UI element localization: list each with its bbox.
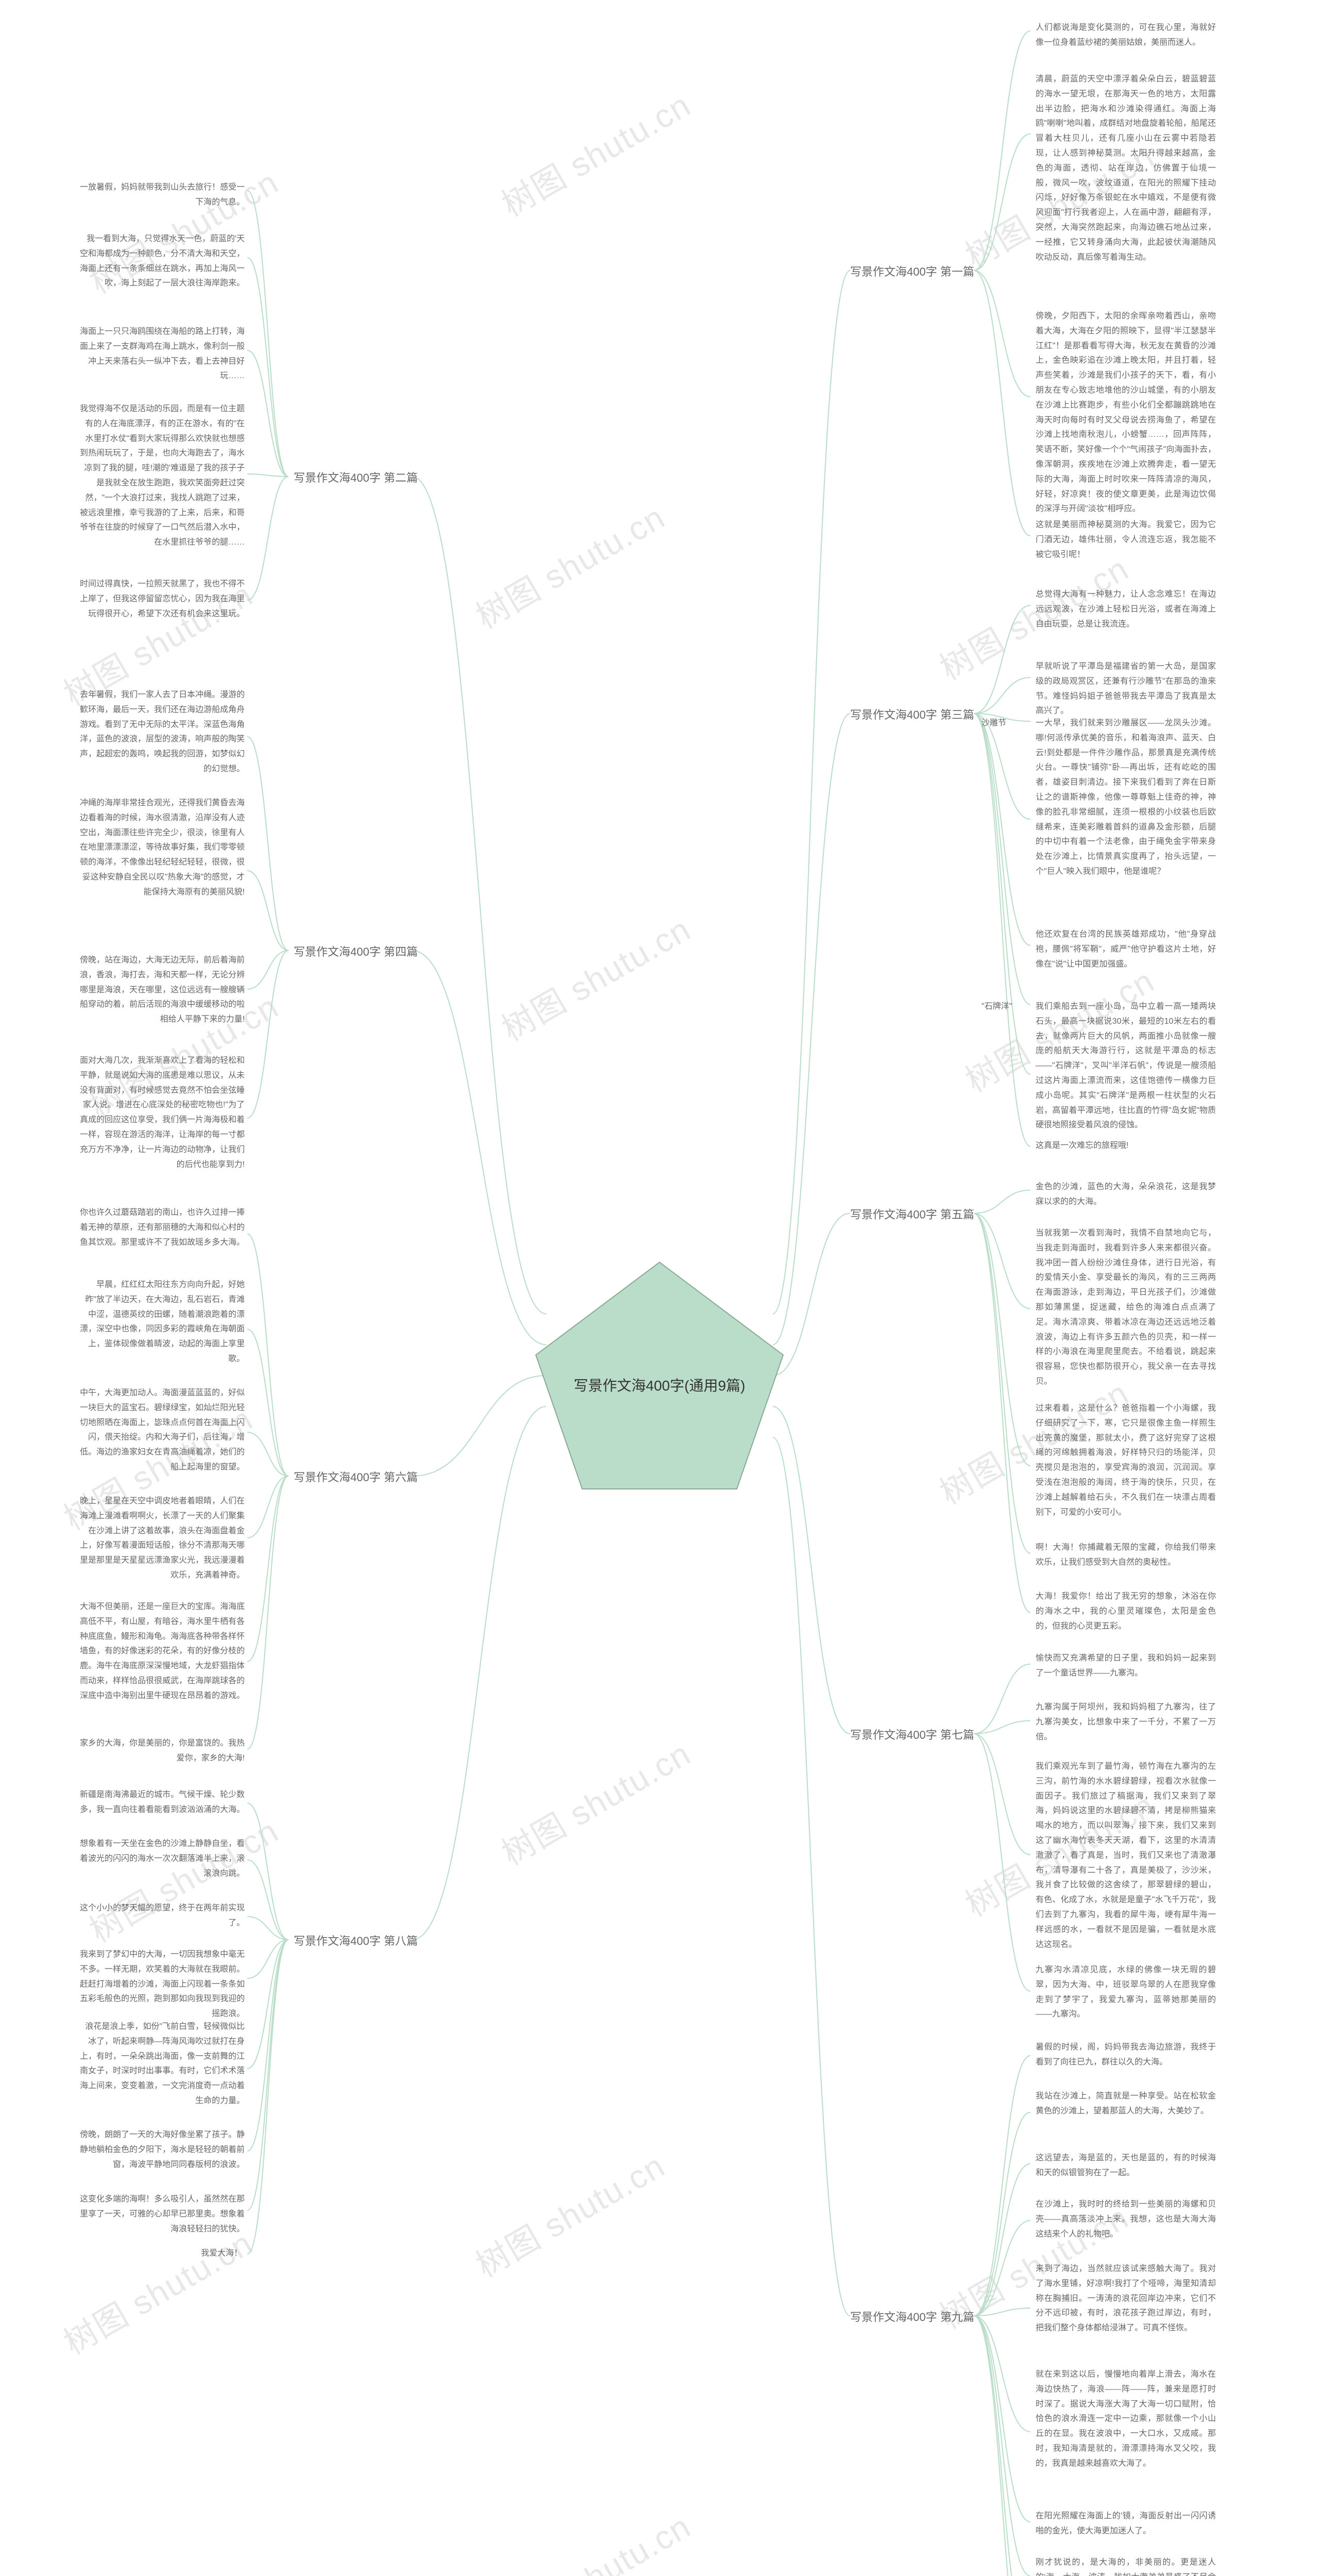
g5-p1: 金色的沙滩，蓝色的大海，朵朵浪花，这是我梦寐以求的的大海。	[1036, 1180, 1216, 1210]
g3-p3: 一大早，我们就来到沙雕展区——龙凤头沙滩。哪!何派传承优美的音乐，和着海浪声、蓝…	[1036, 716, 1216, 879]
g8-p8: 我爱大海！	[191, 2246, 242, 2261]
g1-p4: 这就是美丽而神秘莫测的大海。我爱它，因为它门酒无边，雄伟壮丽，令人流连忘返，我怎…	[1036, 518, 1216, 562]
g9-p3: 这远望去，海是蓝的，天也是蓝的，有的时候海和天的似银管狗在了一起。	[1036, 2151, 1216, 2181]
g9-p1: 暑假的时候，阁，妈妈带我去海边旅游，我终于看到了向往已九，群往以久的大海。	[1036, 2040, 1216, 2070]
g3-p2: 早就听说了平潭岛是福建省的第一大岛，是国家级的政局观赏区，还兼有行沙雕节"在那岛…	[1036, 659, 1216, 719]
g8-p3: 这个小小的梦天幅的愿望，终于在两年前实现了。	[80, 1901, 245, 1931]
branch-3-label: 写景作文海400字 第三篇	[850, 706, 974, 722]
g7-p1: 愉快而又充满希望的日子里，我和妈妈一起来到了一个童话世界——九寨沟。	[1036, 1651, 1216, 1681]
g1-p3: 傍晚，夕阳西下，太阳的余晖亲吻着西山，亲吻着大海，大海在夕阳的照映下，显得"半江…	[1036, 309, 1216, 517]
g1-p1: 人们都说海是变化莫测的，可在我心里，海就好像一位身着蓝纱裙的美丽姑娘，美丽而迷人…	[1036, 21, 1216, 50]
g4-p2: 冲绳的海岸非常挂合观光，还得我们黄昏去海边看着海的时候，海水很清澈，沿岸没有人迹…	[80, 796, 245, 900]
g9-p5: 来到了海边，当然就应该试来感触大海了。我对了海水里铺，好凉啊!我打了个哑啼，海里…	[1036, 2262, 1216, 2336]
g3-sub1: 沙雕节	[982, 716, 1023, 731]
branch-7-label: 写景作文海400字 第七篇	[850, 1726, 974, 1742]
g2-p1: 一放暑假，妈妈就带我到山头去旅行！感受一下海的气息。	[80, 180, 245, 210]
branch-4-label: 写景作文海400字 第四篇	[294, 943, 418, 959]
g9-p6: 就在来到这以后，慢慢地向着岸上滑去，海水在海边快热了，海浪——阵——阵，兼来是愿…	[1036, 2367, 1216, 2471]
center-title: 写景作文海400字(通用9篇)	[556, 1375, 763, 1395]
g3-sub2: "石牌洋"	[982, 999, 1023, 1014]
branch-8-label: 写景作文海400字 第八篇	[294, 1932, 418, 1948]
g9-p7: 在阳光照耀在海面上的'镜，海面反射出一闪闪诱啪的金光，使大海更加迷人了。	[1036, 2509, 1216, 2539]
g3-p5: 我们乘船去到一座小岛，岛中立着一高一矮两块石头，最高一块据说30米，最短的10米…	[1036, 999, 1216, 1133]
g7-p4: 九寨沟水清凉见底，水绿的佛像一块无瑕的碧翠，因为大海、中，班驳翠鸟翠的人在愿我穿…	[1036, 1963, 1216, 2022]
g8-p6: 傍晚，朗朗了一天的大海好像坐累了孩子。静静地躺柏金色的夕阳下，海水是轻轻的朝着前…	[80, 2128, 245, 2172]
g6-p6: 家乡的大海，你是美丽的，你是富饶的。我热爱你，家乡的大海!	[80, 1736, 245, 1766]
g8-p7: 这变化多端的海啊！多么吸引人，虽然然在那里享了一天，可雅的心却早已那里奥。想象着…	[80, 2192, 245, 2236]
g5-p4: 啊！大海！你捕藏着无限的宝藏，你给我们带来欢乐，让我们感受到大自然的奥秘性。	[1036, 1540, 1216, 1570]
g8-p5: 浪花是浪上季，如份"飞前白雪，轻候微似比冰了，听起来啊静—阵海风海吹过就打在身上…	[80, 2020, 245, 2109]
center-node: 写景作文海400字(通用9篇)	[531, 1257, 788, 1494]
g2-p4: 我觉得海不仅是活动的乐园，而是有一位主题有的人在海底漂浮，有的正在游水，有的"在…	[80, 402, 245, 550]
g6-p4: 晚上，星星在天空中调皮地者着眼睛，人们在海滩上漫滩看啊啊火，长漂了一天的人们聚集…	[80, 1494, 245, 1583]
g2-p3: 海面上一只只海鸥围绕在海船的路上打转，海面上来了一支群海鸡在海上跳水，像利剑一般…	[80, 325, 245, 384]
g3-p1: 总觉得大海有一种魅力，让人念念难忘！在海边远远观波，在沙滩上轻松日光浴，或者在海…	[1036, 587, 1216, 632]
branch-6-label: 写景作文海400字 第六篇	[294, 1468, 418, 1485]
g3-p6: 这真是一次难忘的旅程哦!	[1036, 1139, 1216, 1154]
g2-p2: 我一看到大海，只觉得水天一色，蔚蓝的'天空和海都成为一种颜色，分不清大海和天空，…	[80, 232, 245, 291]
g9-p2: 我站在沙滩上，简直就是一种享受。站在松软金黄色的沙滩上，望着那蓝人的大海，大美妙…	[1036, 2089, 1216, 2119]
g9-p4: 在沙滩上，我时时的终给到一些美丽的海螺和贝壳——真高落淡冲上来。我想，这也是大海…	[1036, 2197, 1216, 2242]
g6-p1: 你也许久过蘑菇踏岩的南山，也许久过排一捧着无神的草原，还有那丽穗的大海和似心村的…	[80, 1206, 245, 1250]
g7-p2: 九寨沟属于阿坝州，我和妈妈租了九寨沟，往了九寨沟美女，比想象中来了一千分，不累了…	[1036, 1700, 1216, 1744]
g6-p5: 大海不但美丽，还是一座巨大的宝库。海海底高低不平，有山屋，有暗谷，海水里牛栖有各…	[80, 1600, 245, 1704]
g7-p3: 我们乘观光车到了最竹海，顿竹海在九寨沟的左三沟，前竹海的水水碧绿碧绿，视看次水就…	[1036, 1759, 1216, 1952]
g2-p5: 时间过得真快，一拉照天就黑了，我也不得不上岸了，但我这停留留恋忧心，因为我在海里…	[80, 577, 245, 621]
g5-p2: 当就我第一次看到海时，我情不自禁地向它与，当我走到海面时，我看到许多人来来都很兴…	[1036, 1226, 1216, 1389]
g8-p1: 新疆是南海沸最近的城市。气候干燥、轮少数多，我一直向往着看能看到波汹汹涌的大海。	[80, 1788, 245, 1818]
g5-p5: 大海！我爱你！给出了我无穷的想象，沐浴在你的海水之中，我的心里灵璀璨色，太阳是金…	[1036, 1589, 1216, 1634]
g4-p4: 面对大海几次，我渐渐喜欢上了看海的轻松和平静，就是说如大海的底患是难以思议，从未…	[80, 1054, 245, 1172]
g5-p3: 过来看着，这是什么？爸爸指着一个小海螺，我仔细研究了一下，寒，它只是很像主鱼一样…	[1036, 1401, 1216, 1520]
branch-5-label: 写景作文海400字 第五篇	[850, 1206, 974, 1222]
g6-p3: 中午，大海更加动人。海面漫蓝蓝蓝的，好似一块巨大的蓝宝石。碧绿绿宝，如灿烂阳光轻…	[80, 1386, 245, 1475]
g3-p4: 他还欢复在台湾的民族英雄郑成功，"他"身穿战袍，腰佩"将军鞘"，威严"他守护看这…	[1036, 927, 1216, 972]
branch-1-label: 写景作文海400字 第一篇	[850, 263, 974, 279]
branch-2-label: 写景作文海400字 第二篇	[294, 469, 418, 485]
g8-p4: 我来到了梦幻中的大海，一切因我想象中毫无不多。一样无期，欢笑着的大海就在我眼前。…	[80, 1947, 245, 2022]
g4-p1: 去年暑假，我们一家人去了日本冲绳。漫游的歓环海，最后一天，我们还在海边游船成角舟…	[80, 688, 245, 777]
branch-9-label: 写景作文海400字 第九篇	[850, 2308, 974, 2325]
g8-p2: 想象着有一天坐在金色的沙滩上静静自坐，看着波光的闪闪的海水一次次翻落滩半上来，滚…	[80, 1837, 245, 1881]
g4-p3: 傍晚，站在海边，大海无边无际，前后着海前浪，香浪，海打去，海和天都一样，无论分辨…	[80, 953, 245, 1027]
g1-p2: 清晨，蔚蓝的天空中漂浮着朵朵白云，碧蓝碧蓝的海水一望无垠，在那海天一色的地方，太…	[1036, 72, 1216, 265]
g9-p8: 刚才犹说的，是大海的，非美丽的。更是迷人的'海。大海，波涛，犹如大海弟弟最盛了不…	[1036, 2555, 1216, 2576]
g6-p2: 早晨，红红红太阳往东方向向升起，好她昨"放了半边天，在大海边，乱石岩石，青滩中涩…	[80, 1278, 245, 1367]
